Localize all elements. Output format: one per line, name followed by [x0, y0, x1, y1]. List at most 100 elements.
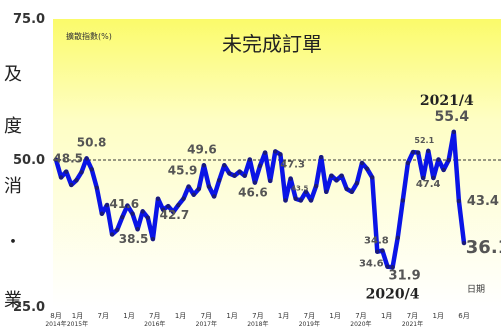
- data-point: [130, 211, 135, 216]
- data-point: [171, 209, 176, 215]
- data-point: [405, 160, 411, 166]
- data-point: [140, 209, 145, 214]
- data-point: [334, 178, 339, 183]
- data-point: [308, 198, 314, 203]
- data-point: [217, 178, 222, 183]
- data-label: 34.8: [364, 236, 389, 247]
- data-label: 55.4: [435, 109, 470, 125]
- data-point: [456, 198, 462, 204]
- x-tick-month: 7月: [201, 312, 212, 320]
- data-point: [99, 211, 105, 216]
- data-point: [385, 264, 390, 269]
- data-labels: 48.5 50.8 41.6 38.5 42.7 45.9 49.6 46.6 47.3 43.5…: [53, 93, 501, 302]
- x-tick-year: 2014年: [45, 320, 66, 327]
- margin-char-1: 及: [4, 64, 22, 85]
- series-layer: [53, 129, 467, 270]
- x-tick-month: 1月: [278, 312, 289, 320]
- data-point: [283, 198, 288, 203]
- data-point: [206, 184, 212, 189]
- margin-char-3: 消: [4, 176, 22, 197]
- data-point: [410, 149, 416, 155]
- data-point: [380, 248, 385, 253]
- data-point: [257, 163, 263, 169]
- data-point: [150, 236, 156, 242]
- data-label: 47.3: [280, 160, 305, 171]
- x-tick-year: 2015年: [67, 320, 88, 327]
- data-point: [242, 173, 247, 178]
- data-label: 50.8: [77, 135, 107, 149]
- data-point: [115, 227, 120, 233]
- data-point: [135, 227, 140, 232]
- data-point: [354, 180, 360, 186]
- data-label: 31.9: [389, 268, 421, 283]
- data-point: [58, 175, 64, 180]
- x-tick-year: 2020年: [350, 320, 371, 327]
- data-point: [288, 176, 293, 181]
- data-point: [237, 169, 242, 174]
- data-point: [211, 194, 217, 199]
- margin-char-4: ・: [4, 232, 22, 253]
- data-point: [89, 167, 94, 172]
- data-point: [125, 203, 130, 208]
- data-point: [278, 152, 283, 157]
- x-tick-month: 1月: [381, 312, 392, 320]
- data-point: [441, 167, 446, 173]
- x-tick-month: 7月: [355, 312, 366, 320]
- data-label: 38.5: [119, 232, 149, 246]
- data-point: [375, 249, 380, 254]
- data-point: [436, 157, 441, 162]
- x-tick-year: 2021年: [402, 320, 423, 327]
- data-point: [303, 189, 309, 194]
- data-point: [191, 192, 196, 197]
- data-point: [186, 184, 191, 189]
- y-tick-bottom: 25.0: [13, 300, 45, 315]
- margin-char-2: 度: [4, 116, 22, 137]
- data-point: [390, 265, 395, 270]
- data-point: [120, 214, 125, 220]
- margin-char-5: 業: [4, 290, 22, 311]
- data-point: [176, 202, 181, 208]
- data-point: [359, 160, 365, 166]
- data-label: 42.7: [160, 208, 190, 222]
- x-tick-year: 2018年: [247, 320, 268, 327]
- y-axis-label: 擴散指數(%): [66, 31, 112, 41]
- data-point: [395, 235, 400, 241]
- data-point: [232, 173, 237, 178]
- data-point: [421, 175, 426, 181]
- plot-area: [53, 19, 501, 307]
- x-axis-label: 日期: [467, 284, 485, 295]
- data-point: [196, 186, 201, 192]
- data-point: [84, 156, 89, 161]
- data-point: [262, 150, 268, 155]
- data-point: [415, 150, 421, 155]
- x-tick-month: 1月: [329, 312, 340, 320]
- data-label: 47.4: [416, 179, 441, 190]
- data-point: [339, 173, 344, 178]
- x-tick-month: 8月: [50, 312, 61, 320]
- y-tick-mid: 50.0: [13, 153, 45, 168]
- x-tick-month: 7月: [304, 312, 315, 320]
- data-point: [329, 173, 334, 178]
- data-label: 46.6: [238, 186, 268, 200]
- data-point: [324, 189, 329, 194]
- data-point: [79, 170, 84, 175]
- data-point: [69, 182, 74, 188]
- data-label: 49.6: [187, 142, 217, 156]
- data-point: [273, 149, 278, 154]
- data-label: 36.1: [466, 237, 501, 258]
- x-tick-year: 2019年: [299, 320, 320, 327]
- data-point: [364, 166, 370, 171]
- data-point: [252, 180, 258, 185]
- chart-title: 未完成訂單: [222, 32, 322, 56]
- x-tick-month: 7月: [252, 312, 263, 320]
- data-point: [227, 171, 232, 176]
- data-label: 43.5: [291, 184, 308, 192]
- date-callout: 2021/4: [420, 93, 474, 109]
- y-tick-top: 75.0: [13, 12, 45, 27]
- data-point: [431, 175, 436, 181]
- x-tick-month: 7月: [407, 312, 418, 320]
- data-point: [344, 186, 349, 192]
- data-point: [166, 204, 171, 209]
- data-point: [451, 129, 456, 135]
- data-point: [461, 240, 467, 246]
